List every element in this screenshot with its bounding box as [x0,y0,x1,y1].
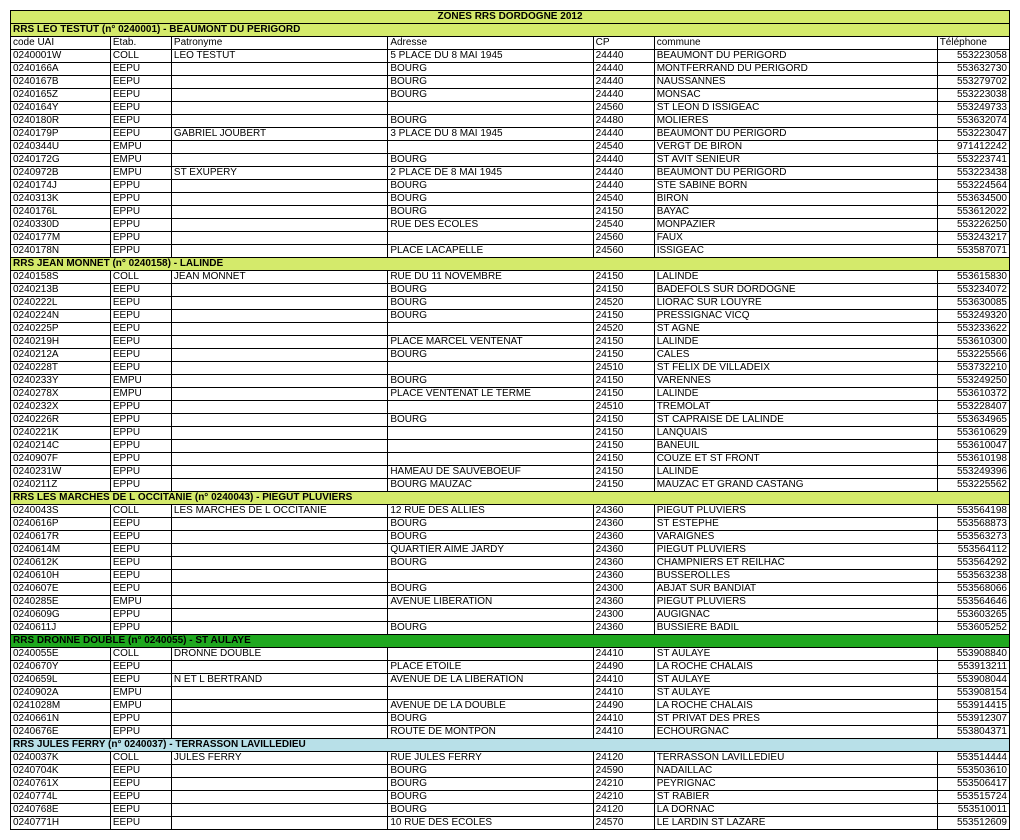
zones-table: ZONES RRS DORDOGNE 2012RRS LEO TESTUT (n… [10,10,1010,830]
